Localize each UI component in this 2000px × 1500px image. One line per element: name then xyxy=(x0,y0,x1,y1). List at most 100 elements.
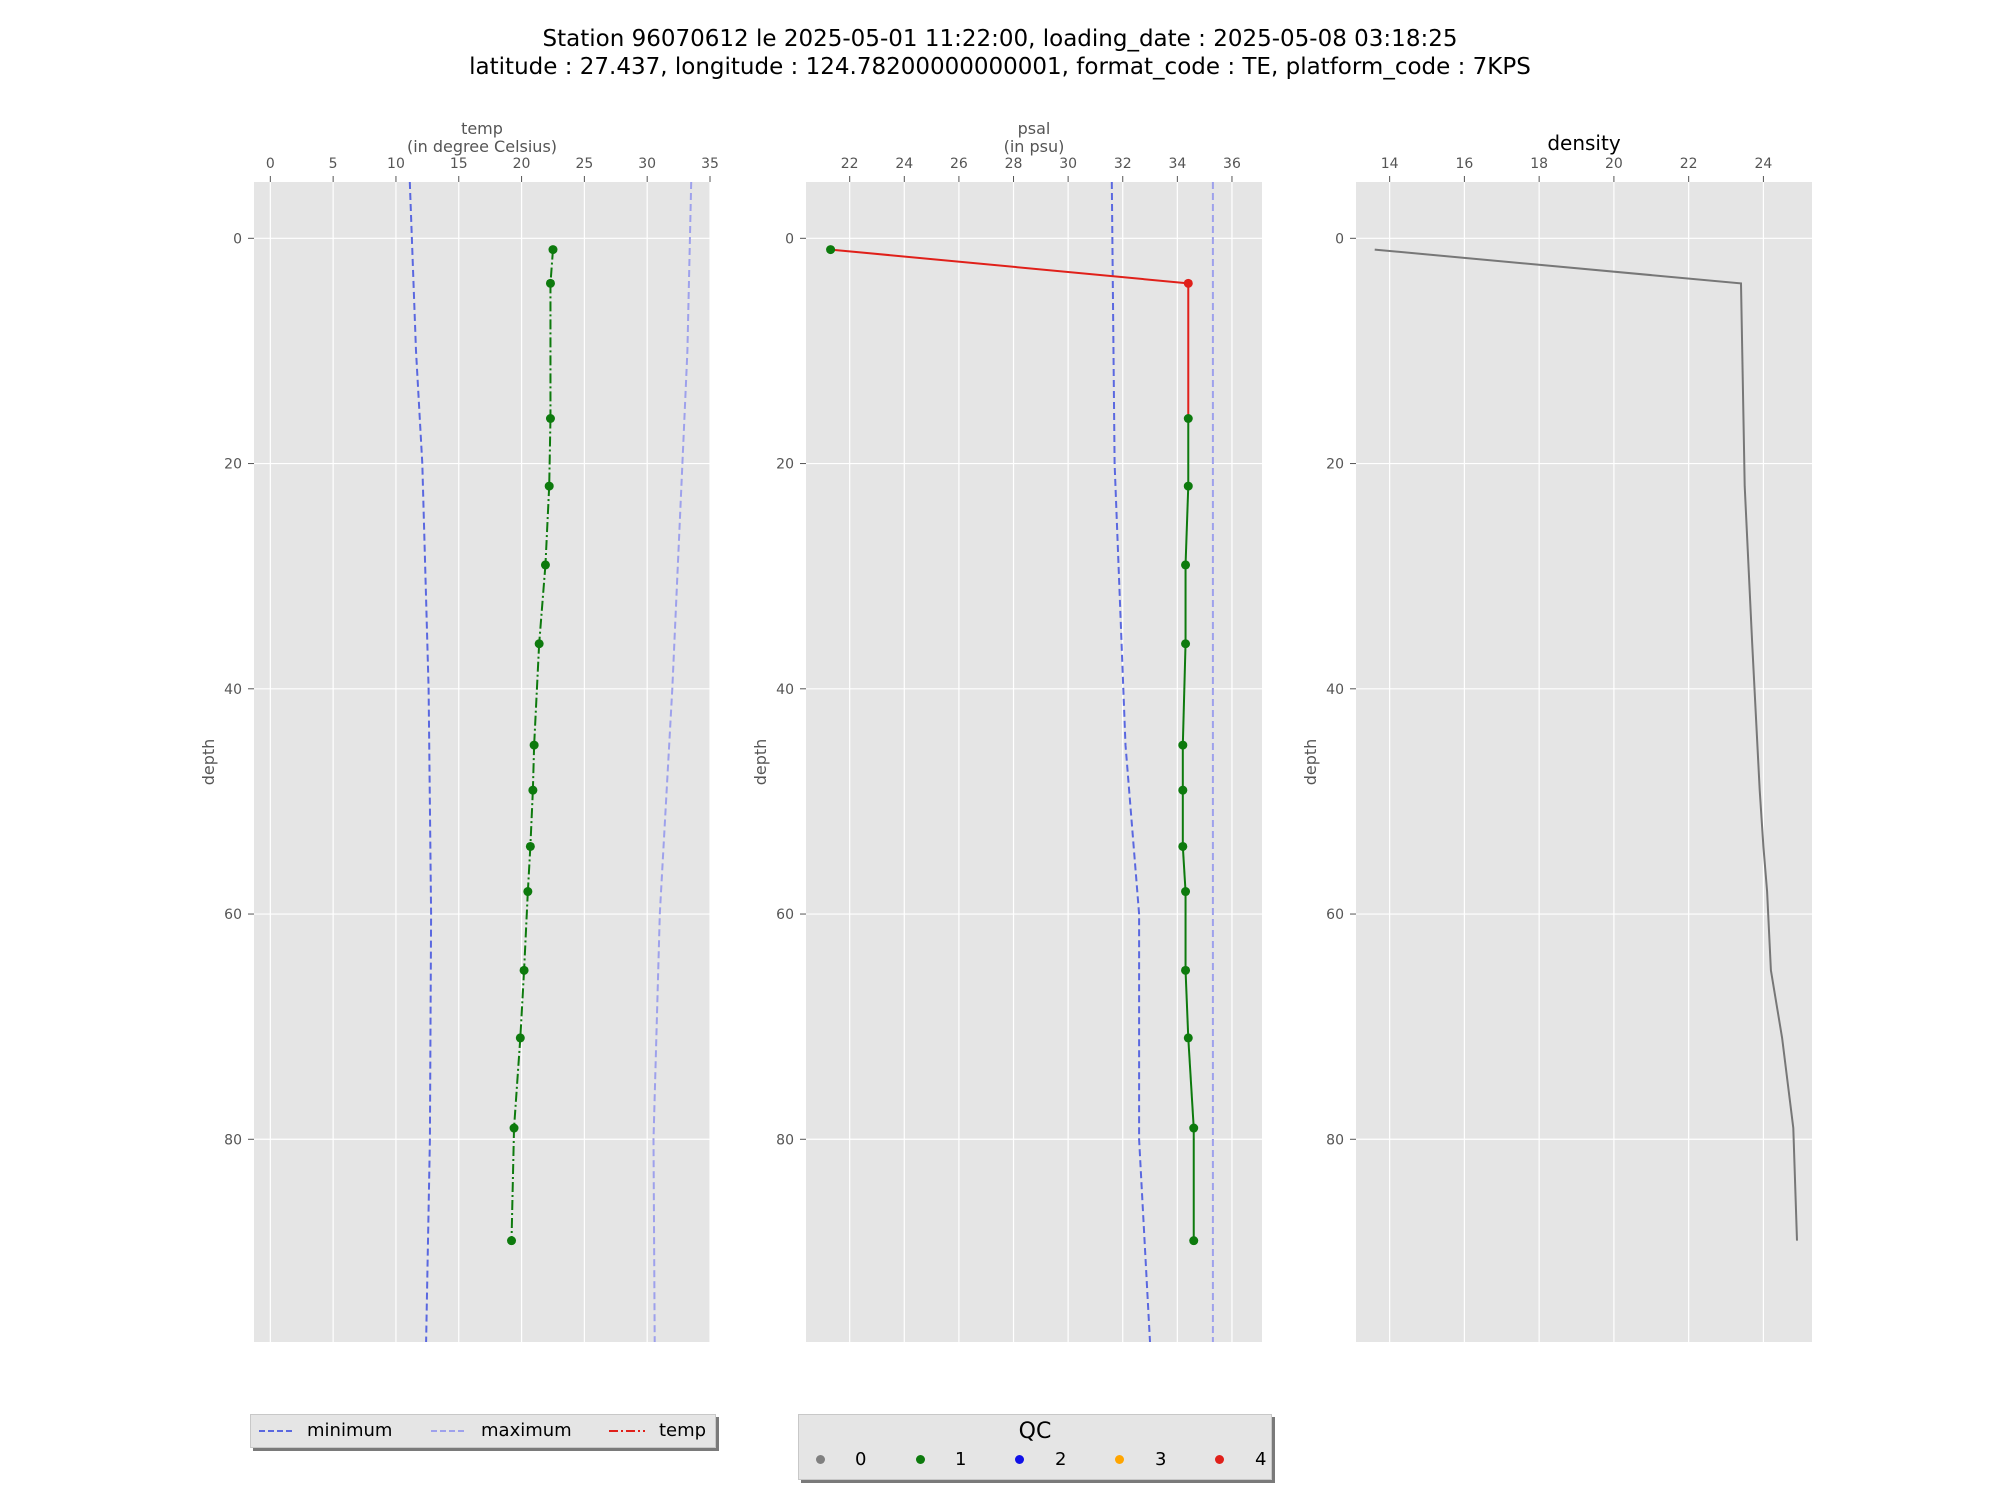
x-tick-label: 20 xyxy=(513,156,531,172)
data-point xyxy=(1181,560,1191,570)
data-point xyxy=(1178,785,1188,795)
temp-line-0-segment xyxy=(548,418,552,487)
y-tick-label: 0 xyxy=(233,231,242,247)
y-axis-label: depth xyxy=(199,739,218,786)
y-tick-label: 60 xyxy=(224,907,242,923)
data-point xyxy=(540,560,550,570)
data-point xyxy=(1181,639,1191,649)
qc-label-1: 1 xyxy=(955,1449,967,1470)
plot-area-0 xyxy=(254,182,710,1342)
qc-label-2: 2 xyxy=(1055,1449,1067,1470)
psal-line-1-segment xyxy=(830,248,1189,285)
psal-line-1-segment xyxy=(1187,1037,1195,1129)
data-point xyxy=(826,245,836,255)
qc-legend-title: QC xyxy=(1018,1419,1052,1444)
data-point xyxy=(529,740,539,750)
temp-line-0-segment xyxy=(519,970,526,1038)
legend-label-minimum: minimum xyxy=(307,1420,393,1441)
data-point xyxy=(525,841,535,851)
temp-line-0-segment xyxy=(549,249,554,284)
x-tick-label: 30 xyxy=(1059,156,1077,172)
panel-subtitle: (in degree Celsius) xyxy=(407,137,557,156)
data-point xyxy=(545,414,555,424)
legend-swatch-temp xyxy=(609,1430,645,1432)
data-point xyxy=(1181,965,1191,975)
temp-line-0-segment xyxy=(531,745,536,791)
y-tick-label: 40 xyxy=(224,682,242,698)
data-point xyxy=(1189,1236,1199,1246)
y-axis-label: depth xyxy=(1301,739,1320,786)
data-point xyxy=(523,887,533,897)
y-tick-label: 0 xyxy=(1335,231,1344,247)
data-point xyxy=(534,639,544,649)
x-tick-label: 24 xyxy=(895,156,913,172)
y-tick-label: 40 xyxy=(776,682,794,698)
data-point xyxy=(1181,887,1191,897)
legend-swatch-maximum xyxy=(431,1430,467,1432)
maximum-line-0 xyxy=(652,181,693,1343)
y-tick-label: 40 xyxy=(1326,682,1344,698)
legend-label-temp: temp xyxy=(659,1420,707,1441)
data-point xyxy=(1178,841,1188,851)
x-tick-label: 10 xyxy=(387,156,405,172)
data-point xyxy=(507,1236,517,1246)
plot-area-1 xyxy=(806,182,1262,1342)
qc-label-0: 0 xyxy=(855,1449,867,1470)
legend-label-maximum: maximum xyxy=(481,1420,572,1441)
y-tick-label: 80 xyxy=(1326,1132,1344,1148)
data-point xyxy=(1178,740,1188,750)
qc-marker-3 xyxy=(1115,1455,1124,1464)
x-tick-label: 15 xyxy=(450,156,468,172)
x-tick-label: 22 xyxy=(841,156,859,172)
data-point xyxy=(1183,278,1193,288)
x-tick-label: 26 xyxy=(950,156,968,172)
psal-line-1-segment xyxy=(1181,643,1187,746)
panel-title: psal xyxy=(1018,119,1051,138)
x-tick-label: 30 xyxy=(638,156,656,172)
data-point xyxy=(515,1033,525,1043)
qc-label-3: 3 xyxy=(1155,1449,1167,1470)
y-axis-label: depth xyxy=(751,739,770,786)
profile-line-2 xyxy=(1374,248,1798,1241)
minimum-line-0 xyxy=(408,181,433,1343)
plot-area-2 xyxy=(1356,182,1812,1342)
minimum-line-1 xyxy=(1110,181,1151,1343)
x-tick-label: 20 xyxy=(1605,156,1623,172)
x-tick-label: 14 xyxy=(1381,156,1399,172)
data-point xyxy=(528,785,538,795)
data-point xyxy=(1183,1033,1193,1043)
psal-line-1-segment xyxy=(1181,846,1187,892)
qc-label-4: 4 xyxy=(1255,1449,1267,1470)
qc-marker-1 xyxy=(916,1455,925,1464)
x-tick-label: 0 xyxy=(266,156,275,172)
data-point xyxy=(548,245,558,255)
data-point xyxy=(519,965,529,975)
panel-subtitle: (in psu) xyxy=(1004,137,1065,156)
temp-line-0-segment xyxy=(533,643,541,746)
x-tick-label: 34 xyxy=(1168,156,1186,172)
data-point xyxy=(509,1123,519,1133)
temp-line-0-segment xyxy=(513,1037,522,1129)
x-tick-label: 5 xyxy=(329,156,338,172)
panel-title: density xyxy=(1547,131,1620,155)
temp-line-0-segment xyxy=(526,846,532,892)
qc-legend: QC 0 1 2 3 4 xyxy=(798,1414,1272,1480)
x-tick-label: 25 xyxy=(575,156,593,172)
x-tick-label: 28 xyxy=(1005,156,1023,172)
chart-title-line1: Station 96070612 le 2025-05-01 11:22:00,… xyxy=(542,26,1458,52)
data-point xyxy=(545,278,555,288)
data-point xyxy=(1183,414,1193,424)
temp-line-0-segment xyxy=(523,891,529,971)
y-tick-label: 60 xyxy=(776,907,794,923)
y-tick-label: 80 xyxy=(224,1132,242,1148)
x-tick-label: 18 xyxy=(1530,156,1548,172)
data-point xyxy=(1189,1123,1199,1133)
chart-title-line2: latitude : 27.437, longitude : 124.78200… xyxy=(469,54,1531,80)
temp-line-0-segment xyxy=(538,564,547,644)
temp-line-0-segment xyxy=(544,486,551,565)
data-point xyxy=(1183,481,1193,491)
panel-title: temp xyxy=(461,119,503,138)
psal-line-1-segment xyxy=(1184,970,1190,1038)
qc-marker-0 xyxy=(816,1455,825,1464)
